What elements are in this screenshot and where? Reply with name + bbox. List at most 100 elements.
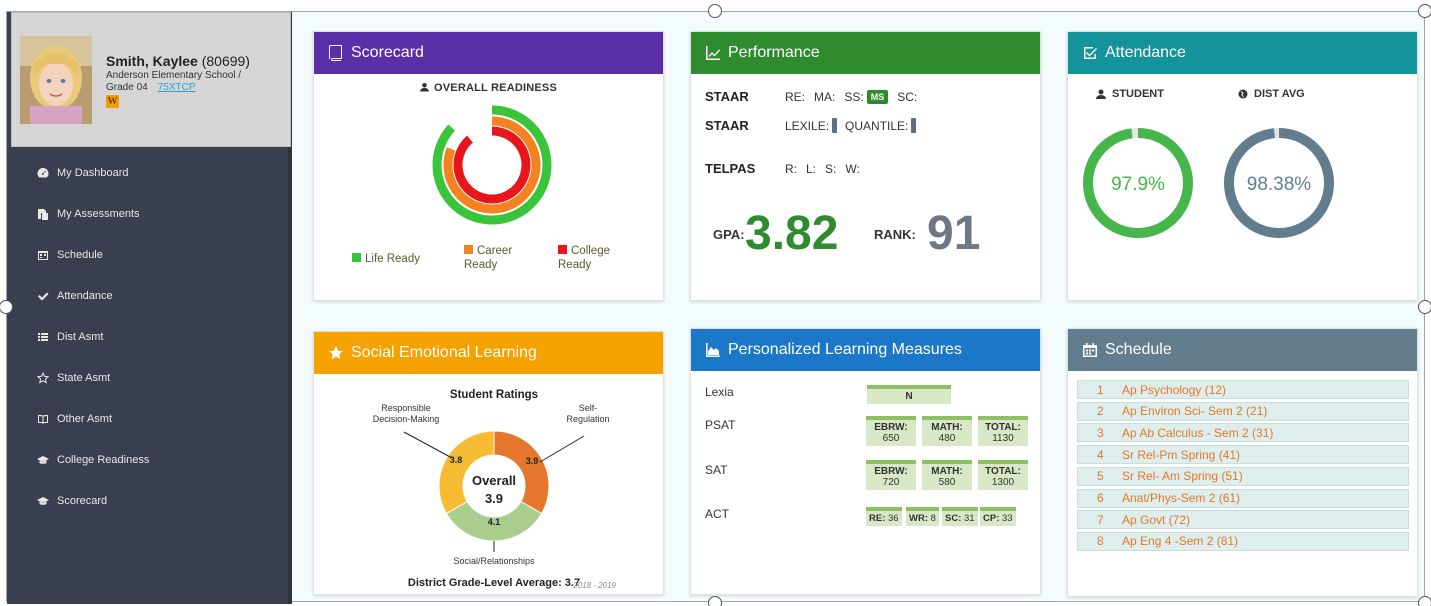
sidebar-item-other-asmt[interactable]: Other Asmt: [7, 398, 288, 439]
student-attendance-fill: [1083, 128, 1193, 238]
period-number: 6: [1097, 491, 1104, 505]
psat-tile-math: MATH: 480: [922, 416, 972, 446]
sat-tile-total: TOTAL: 1300: [978, 460, 1028, 490]
book-icon: [329, 45, 342, 61]
schedule-row[interactable]: 7 Ap Govt (72): [1077, 510, 1409, 530]
sidebar-item-my-dashboard[interactable]: My Dashboard: [7, 152, 288, 193]
segment-self-regulation: [493, 430, 550, 515]
schedule-row[interactable]: 2 Ap Environ Sci- Sem 2 (21): [1077, 401, 1409, 421]
sidebar: Smith, Kaylee (80699) Anderson Elementar…: [7, 12, 292, 604]
sidebar-item-scorecard[interactable]: Scorecard: [7, 480, 288, 521]
scorecard-card: Scorecard OVERALL READINESS Life Ready C…: [313, 31, 664, 301]
sel-chart-title: Student Ratings: [450, 389, 538, 401]
segment-decision-making: [438, 430, 495, 515]
resize-handle-right[interactable]: [1418, 300, 1431, 314]
ring-career-ready: [443, 116, 541, 214]
schedule-row[interactable]: 4 Sr Rel-Pm Spring (41): [1077, 445, 1409, 465]
calendar-icon: [32, 249, 54, 261]
period-number: 7: [1097, 512, 1104, 527]
schedule-row[interactable]: 3 Ap Ab Calculus - Sem 2 (31): [1077, 423, 1409, 443]
lexia-label: Lexia: [705, 385, 734, 399]
decision-making-label-2: Decision-Making: [373, 414, 440, 424]
resize-handle-bottom-right[interactable]: [1418, 596, 1431, 606]
user-icon: [420, 82, 429, 92]
resize-handle-top[interactable]: [708, 4, 722, 18]
student-code-link[interactable]: 75XTCP: [157, 82, 196, 93]
sat-label: SAT: [705, 463, 728, 477]
sidebar-item-schedule[interactable]: Schedule: [7, 234, 288, 275]
act-tile-cp: CP: 33: [980, 507, 1016, 526]
course-name: Ap Eng 4 -Sem 2 (81): [1122, 534, 1239, 549]
course-name: Anat/Phys-Sem 2 (61): [1122, 491, 1241, 505]
act-label: ACT: [705, 507, 729, 521]
overall-readiness-title: OVERALL READINESS: [314, 82, 663, 94]
sel-donut-chart: Student RatingsOverall3.93.94.13.8Self-R…: [373, 389, 617, 590]
sel-footer: District Grade-Level Average: 3.7: [408, 577, 580, 589]
sidebar-item-label: College Readiness: [57, 453, 150, 466]
schedule-row[interactable]: 1 Ap Psychology (12): [1077, 380, 1409, 399]
sidebar-item-my-assessments[interactable]: My Assessments: [7, 193, 288, 234]
student-profile: Smith, Kaylee (80699) Anderson Elementar…: [11, 12, 291, 147]
telpas-row: TELPAS R: L: S: W:: [705, 161, 860, 176]
checkbox-icon: [1084, 47, 1097, 59]
schedule-header: Schedule: [1068, 329, 1417, 371]
star-icon: [328, 346, 344, 360]
sat-tile-ebrw: EBRW: 720: [866, 460, 916, 490]
course-name: Ap Environ Sci- Sem 2 (21): [1122, 404, 1268, 419]
decision-making-label: Responsible: [381, 403, 431, 413]
student-photo: [20, 36, 92, 124]
resize-handle-bottom[interactable]: [708, 596, 722, 606]
period-number: 3: [1097, 425, 1104, 440]
resize-handle-left[interactable]: [0, 300, 13, 314]
act-tile-re: RE: 36: [866, 507, 902, 526]
sel-header: Social Emotional Learning: [314, 332, 663, 374]
sidebar-item-label: State Asmt: [57, 371, 111, 384]
ms-badge: MS: [866, 89, 889, 104]
period-number: 1: [1097, 382, 1104, 397]
resize-handle-top-right[interactable]: [1418, 4, 1431, 18]
schedule-row[interactable]: 5 Sr Rel- Am Spring (51): [1077, 466, 1409, 486]
sidebar-item-label: Attendance: [57, 289, 113, 302]
dist-attendance-fill: [1224, 128, 1334, 238]
self-regulation-label-2: Regulation: [566, 414, 609, 424]
sel-center-value: 3.9: [485, 491, 503, 506]
period-number: 8: [1097, 534, 1104, 549]
segment-social-relationships: [445, 500, 543, 542]
staar-row-1: STAAR RE: MA: SS: MS SC:: [705, 89, 918, 104]
user-icon: [1096, 89, 1106, 99]
sidebar-item-dist-asmt[interactable]: Dist Asmt: [7, 316, 288, 357]
calendar-icon: [1083, 343, 1097, 357]
lexile-bar: [832, 118, 838, 133]
dist-attendance-ring: 98.38%: [1224, 128, 1334, 238]
sidebar-item-attendance[interactable]: Attendance: [7, 275, 288, 316]
course-name: Ap Psychology (12): [1122, 382, 1227, 397]
sidebar-item-college-readiness[interactable]: College Readiness: [7, 439, 288, 480]
self-regulation-leader: [539, 435, 585, 463]
schedule-row[interactable]: 6 Anat/Phys-Sem 2 (61): [1077, 488, 1409, 508]
sidebar-nav: My Dashboard My Assessments Schedule Attend…: [7, 152, 288, 521]
schedule-row[interactable]: 8 Ap Eng 4 -Sem 2 (81): [1077, 531, 1409, 551]
lexia-tile: N: [867, 385, 951, 404]
sidebar-item-label: Schedule: [57, 248, 103, 261]
readiness-rings-chart: [432, 105, 552, 225]
sel-year: 2018 - 2019: [572, 581, 616, 590]
schedule-card: Schedule 1 Ap Psychology (12) 2 Ap Environ …: [1067, 328, 1418, 597]
gpa-value: 3.82: [745, 207, 839, 260]
attendance-header: Attendance: [1068, 32, 1417, 74]
w-badge-icon: W: [106, 95, 119, 108]
scorecard-header: Scorecard: [314, 32, 663, 74]
book-icon: [32, 413, 54, 425]
plm-card: Personalized Learning Measures Lexia N P…: [690, 328, 1041, 595]
list-icon: [32, 331, 54, 343]
dist-avg-label: DIST AVG: [1238, 88, 1305, 100]
sat-tile-math: MATH: 580: [922, 460, 972, 490]
psat-label: PSAT: [705, 418, 736, 432]
sidebar-item-state-asmt[interactable]: State Asmt: [7, 357, 288, 398]
dashboard-icon: [32, 167, 54, 179]
period-number: 4: [1097, 447, 1104, 462]
gpa-label: GPA:: [713, 227, 745, 242]
course-name: Ap Ab Calculus - Sem 2 (31): [1122, 425, 1274, 440]
graduation-cap-icon: [32, 454, 54, 466]
